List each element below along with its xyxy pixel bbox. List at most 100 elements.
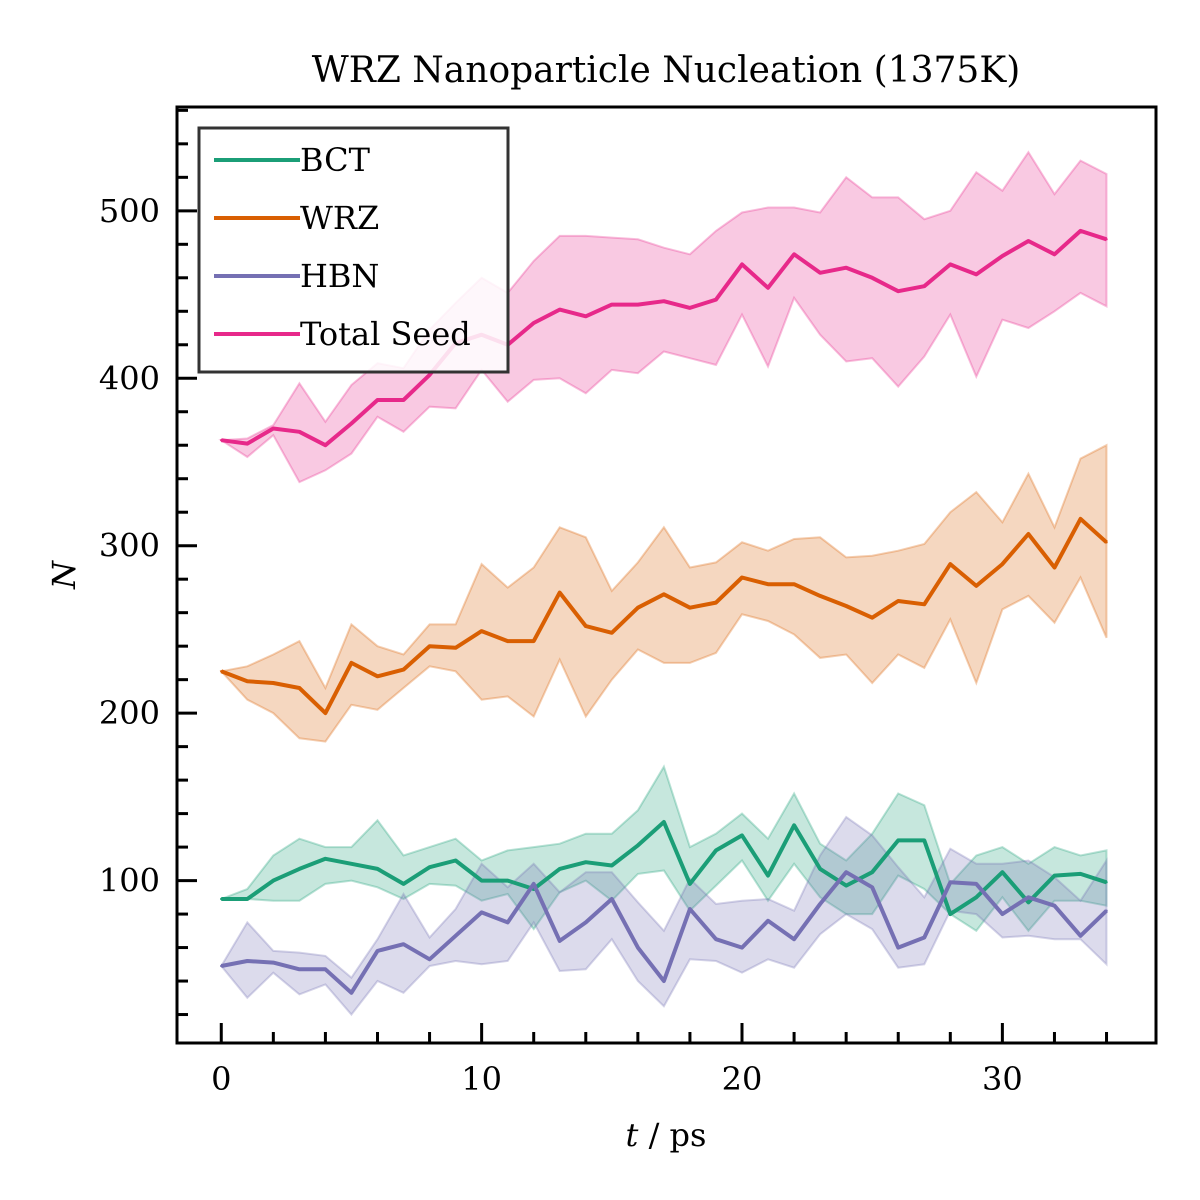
data-point-total-seed xyxy=(558,308,561,311)
data-point-hbn xyxy=(975,882,978,886)
y-tick-label: 300 xyxy=(99,527,160,565)
data-point-hbn xyxy=(1001,912,1004,916)
data-point-hbn xyxy=(350,991,353,994)
y-tick-label: 100 xyxy=(99,862,160,900)
data-point-bct xyxy=(897,839,900,842)
data-point-hbn xyxy=(376,949,379,953)
data-point-bct xyxy=(1053,874,1056,877)
legend-label-hbn: HBN xyxy=(300,257,379,295)
data-point-hbn xyxy=(272,961,275,964)
data-point-bct xyxy=(949,912,952,916)
data-point-hbn xyxy=(897,946,900,949)
x-axis-label-unit: ps xyxy=(670,1116,707,1154)
series-lines xyxy=(220,228,1108,995)
data-point-total-seed xyxy=(402,398,405,402)
y-tick-label: 500 xyxy=(99,192,160,230)
axis-ticks: 0 10 20 30 100 200 300 400 500 xyxy=(99,108,1109,1098)
data-point-bct xyxy=(740,834,744,837)
data-point-wrz xyxy=(662,593,666,596)
data-point-hbn xyxy=(558,939,561,943)
data-point-bct xyxy=(220,897,223,901)
data-point-wrz xyxy=(818,594,822,598)
data-point-bct xyxy=(975,896,978,899)
x-axis-label-var: t xyxy=(626,1116,639,1154)
data-point-bct xyxy=(1079,872,1082,876)
data-point-hbn xyxy=(1027,896,1030,899)
data-point-bct xyxy=(506,879,509,882)
data-point-wrz xyxy=(1027,532,1030,536)
data-point-bct xyxy=(272,879,275,882)
data-point-wrz xyxy=(428,644,431,648)
data-point-bct xyxy=(610,864,614,867)
y-axis-label: N xyxy=(45,560,83,590)
data-point-hbn xyxy=(246,959,249,963)
data-point-total-seed xyxy=(636,303,640,306)
data-point-hbn xyxy=(792,937,796,941)
data-point-wrz xyxy=(844,604,848,608)
data-point-wrz xyxy=(246,680,249,683)
data-point-hbn xyxy=(844,871,848,874)
data-point-hbn xyxy=(1053,904,1056,907)
data-point-bct xyxy=(636,844,640,847)
data-point-total-seed xyxy=(662,300,666,303)
legend: BCT WRZ HBN Total Seed xyxy=(197,126,510,374)
data-point-hbn xyxy=(506,921,509,924)
data-point-wrz xyxy=(1079,517,1082,521)
data-point-bct xyxy=(1001,871,1004,874)
data-point-wrz xyxy=(272,681,275,685)
data-point-total-seed xyxy=(298,430,301,434)
x-tick-label: 20 xyxy=(722,1060,763,1098)
data-point-bct xyxy=(246,897,249,901)
legend-label-bct: BCT xyxy=(300,141,371,179)
data-point-wrz xyxy=(480,629,483,633)
data-point-bct xyxy=(584,860,587,864)
data-point-total-seed xyxy=(766,286,770,290)
data-point-bct xyxy=(714,849,718,852)
legend-label-total-seed: Total Seed xyxy=(300,315,471,353)
data-point-total-seed xyxy=(897,289,900,293)
x-axis-label: t / ps xyxy=(626,1116,707,1154)
data-point-bct xyxy=(454,859,457,862)
data-point-hbn xyxy=(428,958,431,961)
data-point-hbn xyxy=(949,881,952,884)
data-point-bct xyxy=(1105,881,1108,884)
data-point-wrz xyxy=(506,639,509,643)
data-point-wrz xyxy=(923,603,926,606)
data-point-bct xyxy=(480,879,483,882)
data-point-wrz xyxy=(1105,541,1108,544)
data-point-hbn xyxy=(818,902,822,906)
data-point-total-seed xyxy=(428,373,431,377)
data-point-hbn xyxy=(714,937,718,941)
data-point-hbn xyxy=(1105,909,1108,912)
data-point-total-seed xyxy=(220,439,223,442)
data-point-bct xyxy=(870,871,874,874)
data-point-wrz xyxy=(636,606,640,609)
data-point-total-seed xyxy=(350,422,353,425)
data-point-total-seed xyxy=(272,427,275,430)
data-point-bct xyxy=(558,867,561,871)
data-point-wrz xyxy=(1001,562,1004,566)
data-point-wrz xyxy=(975,584,978,588)
band-bct xyxy=(220,764,1108,933)
data-point-total-seed xyxy=(1027,239,1030,243)
legend-box xyxy=(197,126,510,374)
data-point-hbn xyxy=(766,919,770,922)
data-point-total-seed xyxy=(1105,238,1108,241)
data-point-hbn xyxy=(610,897,614,901)
data-point-hbn xyxy=(298,968,301,971)
data-point-wrz xyxy=(714,601,718,604)
data-point-wrz xyxy=(740,576,744,579)
x-tick-label: 30 xyxy=(982,1060,1023,1098)
data-point-bct xyxy=(766,874,770,877)
data-point-wrz xyxy=(688,606,692,609)
data-point-bct xyxy=(844,884,848,887)
data-point-wrz xyxy=(350,661,353,665)
data-point-total-seed xyxy=(792,253,796,256)
data-point-total-seed xyxy=(610,303,614,306)
data-point-hbn xyxy=(740,946,744,949)
data-point-total-seed xyxy=(1053,253,1056,256)
data-point-wrz xyxy=(376,675,379,678)
data-point-wrz xyxy=(792,583,796,586)
data-point-total-seed xyxy=(844,266,848,269)
